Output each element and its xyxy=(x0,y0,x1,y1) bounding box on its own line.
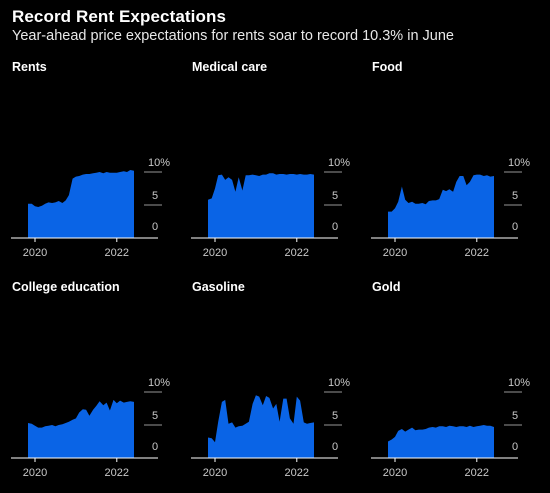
panel-title: College education xyxy=(12,280,120,294)
panel-title: Medical care xyxy=(192,60,267,74)
x-tick-label: 2022 xyxy=(105,467,129,479)
x-tick-label: 2022 xyxy=(285,467,309,479)
panel-title: Gold xyxy=(372,280,400,294)
y-tick-label: 0 xyxy=(332,441,338,453)
y-tick-label: 10% xyxy=(508,157,530,169)
y-tick-label: 5 xyxy=(332,190,338,202)
x-tick-label: 2020 xyxy=(23,467,47,479)
y-tick-label: 10% xyxy=(328,157,350,169)
y-tick-label: 0 xyxy=(512,221,518,233)
y-tick-label: 5 xyxy=(152,410,158,422)
x-tick-label: 2020 xyxy=(383,467,407,479)
y-tick-label: 10% xyxy=(328,377,350,389)
chart-panel-4: College education 0 5 10% 2020 2022 xyxy=(11,280,170,479)
x-tick-label: 2022 xyxy=(105,247,129,259)
area-series xyxy=(388,425,494,458)
chart-panel-1: Rents 0 5 10% 2020 2022 xyxy=(11,60,170,259)
x-tick-label: 2022 xyxy=(465,467,489,479)
x-tick-label: 2020 xyxy=(23,247,47,259)
chart-panel-6: Gold 0 5 10% 2020 2022 xyxy=(371,280,530,479)
area-series xyxy=(208,395,314,458)
area-series xyxy=(28,399,134,458)
y-tick-label: 10% xyxy=(148,377,170,389)
x-tick-label: 2020 xyxy=(203,467,227,479)
y-tick-label: 5 xyxy=(512,190,518,202)
y-tick-label: 0 xyxy=(152,441,158,453)
chart-title: Record Rent Expectations xyxy=(12,7,227,26)
y-tick-label: 5 xyxy=(512,410,518,422)
y-tick-label: 0 xyxy=(512,441,518,453)
y-tick-label: 5 xyxy=(332,410,338,422)
chart-panel-5: Gasoline 0 5 10% 2020 2022 xyxy=(191,280,350,479)
y-tick-label: 5 xyxy=(152,190,158,202)
area-series xyxy=(208,173,314,238)
chart-subtitle: Year-ahead price expectations for rents … xyxy=(12,28,454,44)
y-tick-label: 0 xyxy=(152,221,158,233)
area-series xyxy=(388,174,494,238)
area-series xyxy=(28,170,134,238)
chart-panel-3: Food 0 5 10% 2020 2022 xyxy=(371,60,530,259)
panel-title: Gasoline xyxy=(192,280,245,294)
x-tick-label: 2020 xyxy=(203,247,227,259)
panel-title: Food xyxy=(372,60,403,74)
x-tick-label: 2022 xyxy=(465,247,489,259)
y-tick-label: 10% xyxy=(508,377,530,389)
y-tick-label: 10% xyxy=(148,157,170,169)
x-tick-label: 2020 xyxy=(383,247,407,259)
panel-title: Rents xyxy=(12,60,47,74)
x-tick-label: 2022 xyxy=(285,247,309,259)
y-tick-label: 0 xyxy=(332,221,338,233)
chart-panel-2: Medical care 0 5 10% 2020 2022 xyxy=(191,60,350,259)
